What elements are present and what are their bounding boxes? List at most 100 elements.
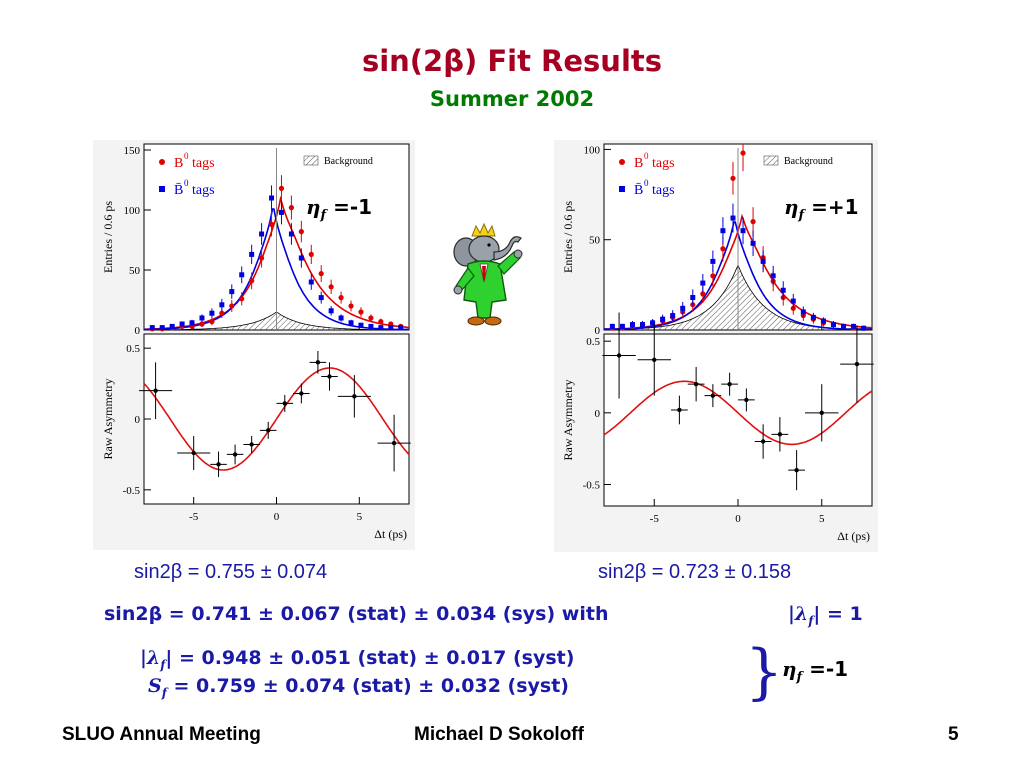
asymmetry-data-point [391,440,397,446]
y-tick-label: 0 [135,325,141,337]
legend-background-marker [763,155,779,166]
asymmetry-fit-curve [603,380,873,446]
asymmetry-data-point [819,410,824,416]
asymmetry-data-point [266,428,271,433]
right-result-text: sin2β = 0.723 ± 0.158 [598,561,792,583]
b0bar-data-point [810,314,816,320]
b0bar-data-point [259,231,265,237]
b0-data-point [750,219,756,225]
b0bar-data-point [861,325,867,331]
legend-background-marker [303,155,319,166]
b0-data-point [199,321,205,327]
b0bar-data-point [209,310,215,316]
y-tick-label: 0 [595,408,601,420]
b0bar-data-point [730,215,736,221]
asymmetry-data-point [327,374,332,379]
legend-b0bar-text: B̄ [634,182,643,198]
asymmetry-data-point [315,360,321,365]
legend-b0bar-marker [619,186,625,192]
left-figure: 0 50 100 150 Entries / 0.6 ps B 0 tags B̄ 0 tags Ba… [93,140,415,550]
legend-b0-marker [619,159,625,165]
asymmetry-data-point [710,393,716,398]
right-brace: } [745,637,784,707]
legend-background-text: Background [784,156,833,167]
y-tick-label: 150 [124,145,141,157]
b0-data-point [308,251,314,257]
b0bar-data-point [800,309,806,315]
b0bar-data-point [629,322,635,328]
x-tick-label: 0 [274,511,280,523]
asymmetry-fit-curve [143,367,410,471]
y-tick-label: 100 [124,205,141,217]
b0-data-point [318,271,324,277]
b0-data-point [740,150,746,156]
b0bar-data-point [298,255,304,261]
b0bar-data-point [189,320,195,326]
b0-data-point [720,246,726,252]
b0-data-point [700,291,706,297]
b0-data-point [219,310,225,316]
b0bar-data-point [388,325,394,331]
legend-b0-tags: tags [192,156,215,171]
b0bar-data-point [609,323,615,329]
b0bar-data-point [820,318,826,324]
legend-b0bar-sup: 0 [184,178,189,188]
asymmetry-data-point [153,388,158,393]
combined-eta-label: ηf =-1 [782,657,849,685]
left-eta-label: ηf =-1 [306,195,373,223]
b0bar-data-point [229,289,235,295]
right-figure: 0 50 100 Entries / 0.6 ps B 0 tags B̄ 0 tags Backg… [554,140,878,552]
b0bar-data-point [720,228,726,234]
b0bar-data-point [750,240,756,246]
b0bar-data-point [288,231,294,237]
legend-b0bar-tags: tags [192,183,215,198]
combined-lambda-result: |λf| = 0.948 ± 0.051 (stat) ± 0.017 (sys… [140,647,575,672]
b0-data-point [710,273,716,279]
asymmetry-data-point [216,462,221,467]
x-tick-label: 5 [819,513,825,525]
b0bar-data-point [760,258,766,264]
y-tick-label: -0.5 [123,485,141,497]
right-eta-label: ηf =+1 [784,195,859,223]
legend-b0bar-text: B̄ [174,182,183,198]
b0-data-point [268,221,275,227]
x-axis-label: Δt (ps) [374,527,407,541]
x-tick-label: -5 [189,511,199,523]
x-tick-label: 0 [735,513,741,525]
asymmetry-data-point [854,361,860,367]
asymmetry-data-point [352,394,357,399]
b0bar-data-point [249,251,255,257]
b0bar-data-point [358,322,364,328]
combined-sin2beta-line: sin2β = 0.741 ± 0.067 (stat) ± 0.034 (sy… [104,603,609,625]
y-tick-label: 50 [129,265,141,277]
b0-data-point [298,229,304,235]
asymmetry-data-point [616,353,622,358]
b0-data-point [288,205,295,211]
y-tick-label: 0.5 [586,336,600,348]
b0bar-data-point [690,294,696,300]
b0bar-data-point [660,316,666,322]
y-axis-label: Entries / 0.6 ps [561,201,575,273]
asymmetry-data-point [652,357,657,362]
x-axis-label: Δt (ps) [837,529,870,543]
left-result-text: sin2β = 0.755 ± 0.074 [134,561,328,583]
b0bar-data-point [219,302,225,308]
b0bar-data-point [378,325,384,331]
b0bar-data-point [680,305,686,311]
b0bar-data-point [670,313,676,319]
b0-data-point [239,296,245,302]
b0bar-data-point [239,272,245,278]
b0-data-point [358,309,364,315]
asymmetry-data-point [727,381,732,387]
footer-meeting: SLUO Annual Meeting [62,724,261,745]
asymmetry-data-point [249,442,254,447]
legend-b0-text: B [174,156,183,171]
legend-b0-tags: tags [652,156,675,171]
b0bar-data-point [338,315,344,321]
b0bar-data-point [308,279,314,285]
b0-data-point [258,255,265,261]
legend-b0-sup: 0 [184,151,189,161]
y-tick-label: 100 [584,144,601,156]
